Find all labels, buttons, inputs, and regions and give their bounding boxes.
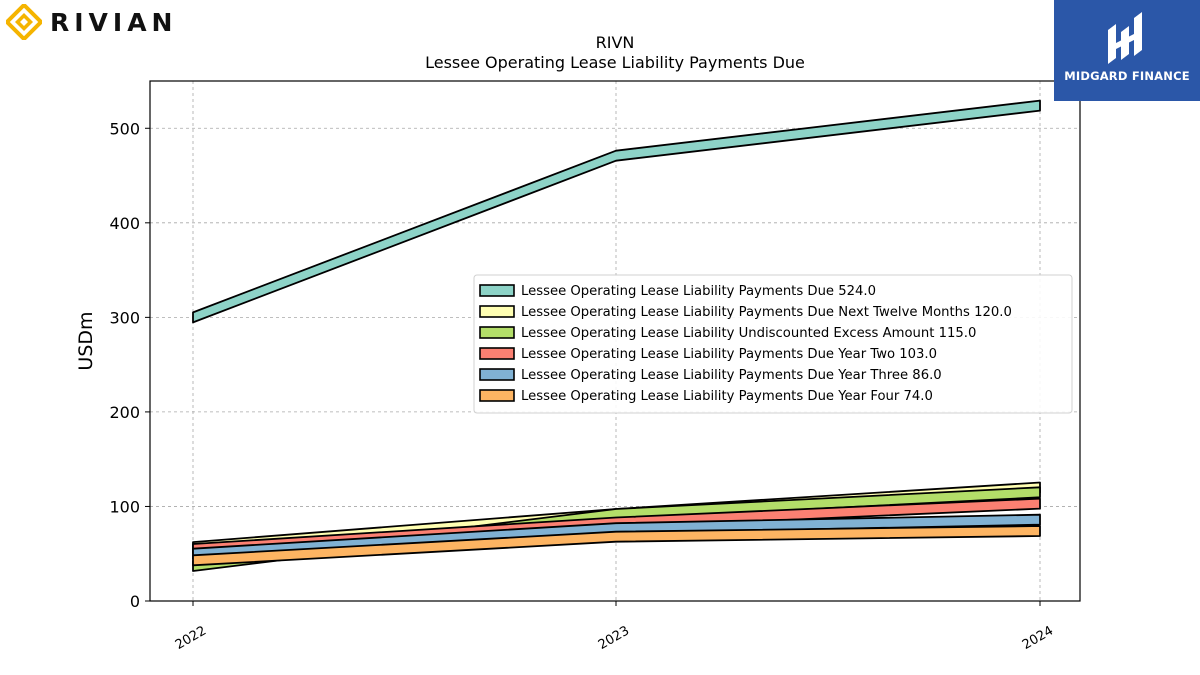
legend-label: Lessee Operating Lease Liability Payment… [521, 368, 942, 383]
legend-label: Lessee Operating Lease Liability Payment… [521, 389, 933, 404]
x-tick-label: 2022 [173, 623, 209, 653]
legend-label: Lessee Operating Lease Liability Payment… [521, 347, 937, 362]
plot-frame [149, 80, 1081, 602]
legend-label: Lessee Operating Lease Liability Undisco… [521, 326, 976, 341]
legend-swatch [479, 368, 515, 381]
y-axis-label: USDm [75, 311, 97, 370]
series-band [192, 486, 1041, 572]
y-tick-label: 200 [109, 403, 140, 422]
legend-box [473, 274, 1073, 414]
brand-logo: RIVIAN [6, 4, 177, 40]
legend-swatch [479, 389, 515, 402]
legend-swatch [479, 326, 515, 339]
y-tick-label: 400 [109, 214, 140, 233]
partner-name: MIDGARD FINANCE [1064, 69, 1190, 83]
partner-logo: MIDGARD FINANCE [1054, 0, 1200, 101]
legend-swatch [479, 347, 515, 360]
legend-swatch [479, 284, 515, 297]
chart-subtitle: Lessee Operating Lease Liability Payment… [425, 53, 805, 72]
x-tick-label: 2023 [596, 623, 632, 653]
midgard-monogram-icon [1108, 12, 1142, 64]
x-tick-label: 2024 [1020, 623, 1056, 653]
y-tick-label: 100 [109, 497, 140, 516]
chart-title: RIVN [596, 33, 635, 52]
brand-wordmark: RIVIAN [50, 7, 178, 37]
legend: Lessee Operating Lease Liability Payment… [473, 274, 1073, 414]
y-tick-label: 0 [130, 592, 140, 611]
legend-label: Lessee Operating Lease Liability Payment… [521, 305, 1012, 320]
legend-swatch [479, 305, 515, 318]
series-band [192, 99, 1041, 324]
series-layer [192, 99, 1041, 572]
rivian-diamond-icon [6, 4, 42, 40]
y-tick-label: 500 [109, 119, 140, 138]
series-band [192, 525, 1041, 567]
y-tick-label: 300 [109, 308, 140, 327]
legend-label: Lessee Operating Lease Liability Payment… [521, 284, 876, 299]
